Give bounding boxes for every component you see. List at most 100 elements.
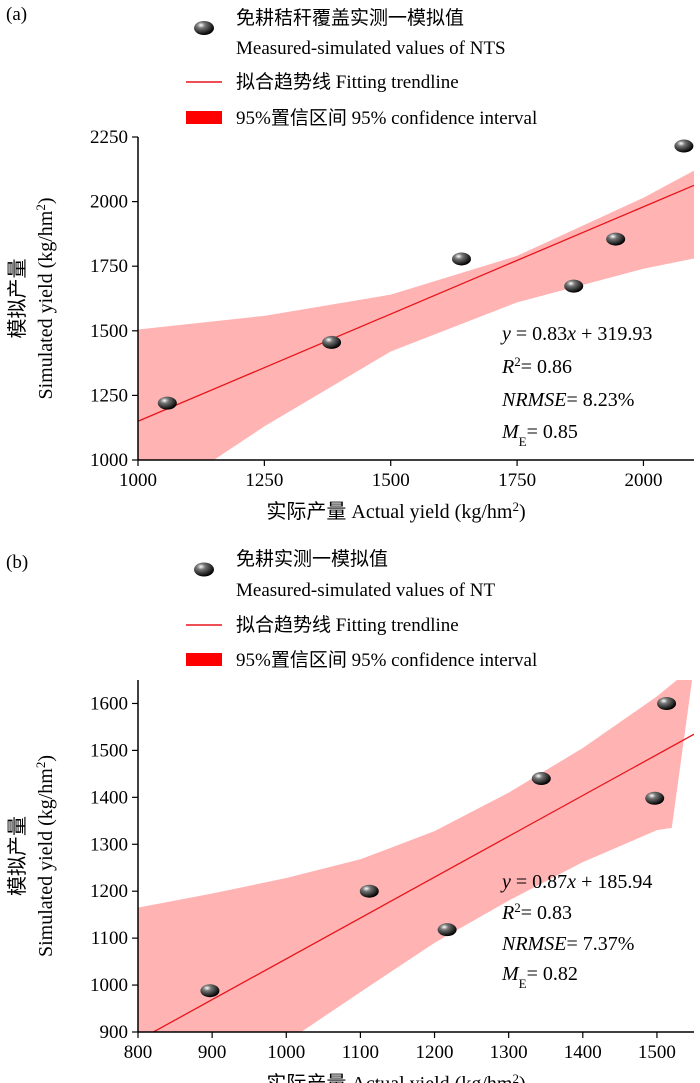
x-tick-label: 800: [124, 1042, 153, 1063]
y-tick-label: 1300: [90, 834, 128, 855]
x-tick-label: 1100: [342, 1042, 379, 1063]
data-point: [564, 279, 584, 293]
plot-area: [138, 680, 694, 1032]
me-label: M: [501, 421, 520, 443]
y-axis-label-cn: 模拟产量: [6, 259, 29, 339]
legend: 免耕秸秆覆盖实测一模拟值 Measured-simulated values of…: [186, 7, 537, 129]
legend-ci-label: 95%置信区间 95% confidence interval: [236, 107, 537, 129]
eq-slope: = 0.83: [511, 323, 567, 345]
r2-sup: 2: [514, 900, 521, 915]
y-axis-label-en: Simulated yield (kg/hm2): [33, 755, 58, 957]
legend-points-label-cn: 免耕秸秆覆盖实测一模拟值: [236, 7, 464, 29]
eq-x: x: [566, 871, 576, 893]
eq-slope: = 0.87: [511, 871, 567, 893]
x-tick-label: 1500: [372, 470, 410, 491]
y-axis-label-en-sup: 2: [33, 762, 48, 769]
eq-intercept: + 319.93: [576, 323, 652, 345]
x-axis-label-end: ): [519, 501, 526, 523]
panel-b: (b) 免耕实测一模拟值 Measured-simulated values of …: [6, 548, 694, 1083]
y-axis-label-cn: 模拟产量: [6, 816, 29, 896]
y-axis-label-en-end: ): [35, 755, 57, 762]
confidence-band: [138, 170, 694, 460]
stats-me: ME= 0.82: [501, 963, 578, 991]
data-point: [200, 984, 220, 998]
legend-ci-swatch: [186, 653, 222, 666]
x-tick-label: 900: [198, 1042, 227, 1063]
data-point: [451, 252, 471, 266]
x-tick-label: 2000: [624, 470, 662, 491]
legend-trend-label: 拟合趋势线 Fitting trendline: [236, 71, 459, 93]
x-axis-label-end: ): [519, 1073, 526, 1083]
stats-r2: R2= 0.83: [501, 900, 572, 925]
legend-points-label-en: Measured-simulated values of NTS: [236, 38, 506, 59]
nrmse-value: = 7.37%: [566, 933, 634, 955]
r2-value: = 0.83: [521, 902, 572, 924]
nrmse-label: NRMSE: [501, 933, 566, 955]
y-tick-label: 900: [100, 1022, 129, 1043]
data-point: [359, 884, 379, 898]
r2-label: R: [501, 356, 514, 378]
trend-line: [152, 733, 694, 1032]
y-tick-label: 1500: [90, 321, 128, 342]
x-tick-label: 1000: [119, 470, 157, 491]
x-tick-label: 1000: [267, 1042, 305, 1063]
data-point: [437, 923, 457, 937]
y-tick-label: 2250: [90, 127, 128, 148]
data-point: [157, 396, 177, 410]
me-sub: E: [519, 434, 527, 449]
x-tick-label: 1750: [498, 470, 536, 491]
me-sub: E: [519, 976, 527, 991]
y-axis-label-en-text: Simulated yield (kg/hm: [35, 768, 57, 957]
nrmse-label: NRMSE: [501, 389, 566, 411]
y-axis-label-en-sup: 2: [33, 204, 48, 211]
stats-nrmse: NRMSE= 7.37%: [501, 933, 634, 955]
x-tick-label: 1500: [638, 1042, 676, 1063]
x-axis-label-sup: 2: [512, 1071, 519, 1083]
legend-points-label-en: Measured-simulated values of NT: [236, 580, 495, 601]
stats-equation: y = 0.83x + 319.93: [500, 323, 652, 345]
confidence-band: [138, 680, 693, 1032]
y-axis-label-en-end: ): [35, 197, 57, 204]
eq-y: y: [500, 871, 511, 893]
eq-intercept: + 185.94: [576, 871, 652, 893]
x-axis-label-text: 实际产量 Actual yield (kg/hm: [266, 500, 513, 523]
x-axis-label-text: 实际产量 Actual yield (kg/hm: [266, 1072, 513, 1083]
data-point: [531, 772, 551, 786]
panel-label: (a): [6, 4, 27, 25]
data-point: [322, 335, 342, 349]
stats-nrmse: NRMSE= 8.23%: [501, 389, 634, 411]
x-tick-label: 1300: [490, 1042, 528, 1063]
y-axis-label-en-text: Simulated yield (kg/hm: [35, 210, 57, 399]
r2-sup: 2: [514, 354, 521, 369]
nrmse-value: = 8.23%: [566, 389, 634, 411]
data-point: [645, 791, 665, 805]
stats-equation: y = 0.87x + 185.94: [500, 871, 652, 893]
y-tick-label: 1600: [90, 693, 128, 714]
eq-y: y: [500, 323, 511, 345]
legend-point-marker: [194, 21, 214, 35]
x-tick-label: 1400: [564, 1042, 602, 1063]
stats-r2: R2= 0.86: [501, 354, 572, 379]
y-tick-label: 1750: [90, 256, 128, 277]
y-axis-label-en: Simulated yield (kg/hm2): [33, 197, 58, 399]
stats-me: ME= 0.85: [501, 421, 578, 449]
y-tick-label: 1500: [90, 740, 128, 761]
y-tick-label: 1000: [90, 450, 128, 471]
data-point: [674, 139, 694, 153]
legend-ci-label: 95%置信区间 95% confidence interval: [236, 649, 537, 671]
y-tick-label: 1400: [90, 787, 128, 808]
legend-point-marker: [194, 562, 214, 577]
r2-label: R: [501, 902, 514, 924]
panel-label: (b): [6, 552, 28, 573]
x-tick-label: 1250: [245, 470, 283, 491]
y-tick-label: 1200: [90, 881, 128, 902]
legend-trend-label: 拟合趋势线 Fitting trendline: [236, 614, 459, 636]
plot-area: [138, 139, 694, 460]
x-tick-label: 1200: [416, 1042, 454, 1063]
panel-a: (a) 免耕秸秆覆盖实测一模拟值 Measured-simulated values…: [6, 4, 694, 523]
eq-x: x: [566, 323, 576, 345]
me-value: = 0.82: [527, 963, 578, 985]
me-value: = 0.85: [527, 421, 578, 443]
x-axis-label-sup: 2: [512, 499, 519, 514]
